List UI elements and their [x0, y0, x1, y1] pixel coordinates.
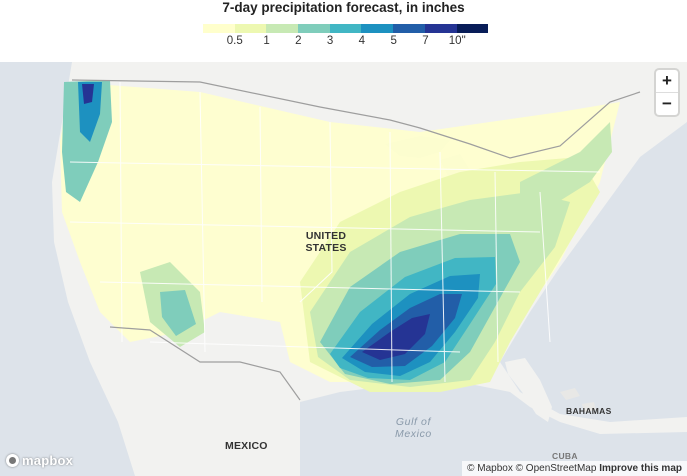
legend-header: 7-day precipitation forecast, in inches … — [0, 0, 687, 60]
legend-swatch — [329, 24, 362, 33]
northeast-band — [520, 122, 612, 212]
gulf-of-mexico — [300, 384, 687, 476]
mapbox-icon — [6, 454, 19, 467]
precip-band-8 — [362, 314, 430, 360]
legend-swatch — [266, 24, 299, 33]
legend-label: 1 — [263, 35, 270, 47]
united-states-label: UNITED STATES — [305, 230, 347, 254]
legend-label: 2 — [295, 35, 302, 47]
legend-labels: 0.5 1 2 3 4 5 7 10" — [203, 35, 489, 49]
zoom-controls: + − — [656, 70, 678, 115]
legend-label: 5 — [390, 35, 397, 47]
us-canada-border — [71, 79, 641, 159]
legend-swatch — [361, 24, 394, 33]
page-title: 7-day precipitation forecast, in inches — [222, 0, 465, 15]
mapbox-logo[interactable]: mapbox — [6, 453, 73, 468]
us-mexico-border — [109, 326, 301, 401]
pacific-ocean — [0, 62, 135, 476]
osm-attribution-link[interactable]: © OpenStreetMap — [515, 463, 597, 474]
bahamas-label: BAHAMAS — [566, 406, 612, 416]
bahamas-islands — [560, 388, 596, 412]
map-canvas[interactable]: UNITED STATES MEXICO Gulf of Mexico BAHA… — [0, 62, 687, 476]
mapbox-attribution-link[interactable]: © Mapbox — [467, 463, 513, 474]
legend-label: 3 — [326, 35, 334, 47]
state-lines — [69, 81, 601, 383]
southwest-core — [160, 290, 196, 336]
map-svg — [0, 62, 687, 476]
pacific-northwest-max — [82, 84, 94, 104]
legend-swatch — [203, 24, 235, 33]
legend-swatch — [298, 24, 330, 33]
legend-swatch — [424, 24, 457, 33]
legend-swatches — [203, 24, 489, 33]
florida — [505, 358, 552, 422]
zoom-in-button[interactable]: + — [662, 71, 672, 90]
legend-label: 4 — [358, 35, 366, 47]
legend-swatch — [456, 24, 489, 33]
precipitation-legend: 0.5 1 2 3 4 5 7 10" — [203, 24, 489, 50]
map-attribution: © Mapbox © OpenStreetMap Improve this ma… — [462, 461, 687, 476]
mexico-label: MEXICO — [225, 440, 268, 452]
improve-map-link[interactable]: Improve this map — [599, 463, 682, 474]
legend-swatch — [393, 24, 425, 33]
atlantic-ocean — [500, 122, 687, 422]
gulf-of-mexico-label: Gulf of Mexico — [395, 416, 432, 440]
legend-swatch — [234, 24, 267, 33]
legend-label: 7 — [422, 35, 429, 47]
mapbox-logo-text: mapbox — [22, 453, 74, 468]
legend-label: 0.5 — [226, 35, 243, 47]
cuba-label: CUBA — [552, 451, 578, 461]
legend-label: 10" — [448, 35, 466, 47]
zoom-out-button[interactable]: − — [656, 92, 678, 115]
